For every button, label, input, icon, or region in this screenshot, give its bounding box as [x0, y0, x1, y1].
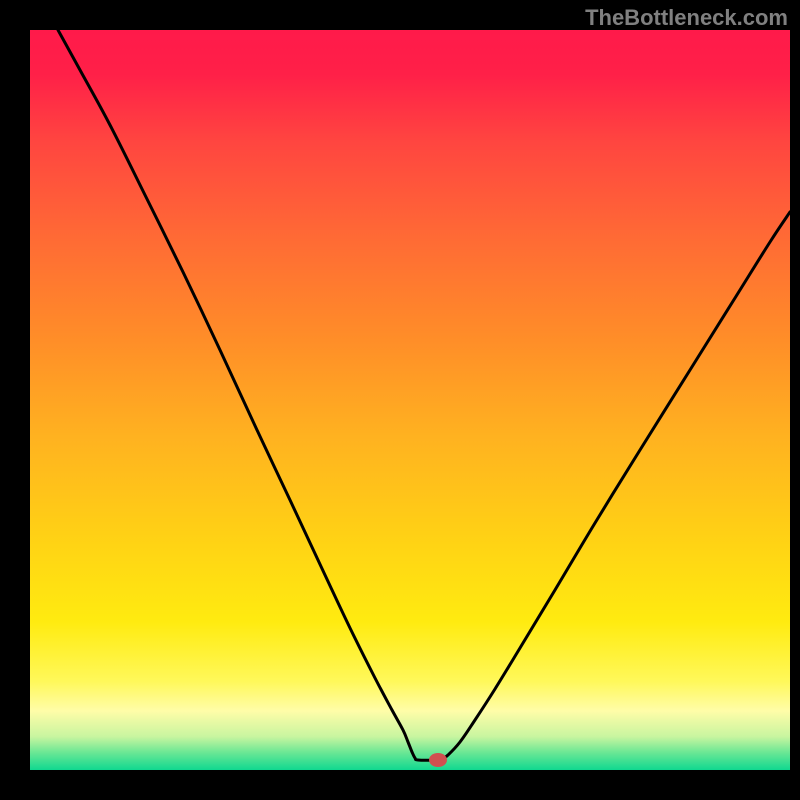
- watermark-text: TheBottleneck.com: [585, 5, 788, 31]
- curve-layer: [30, 30, 790, 770]
- optimal-marker: [429, 753, 447, 767]
- plot-area: [30, 30, 790, 770]
- bottleneck-curve: [58, 30, 790, 760]
